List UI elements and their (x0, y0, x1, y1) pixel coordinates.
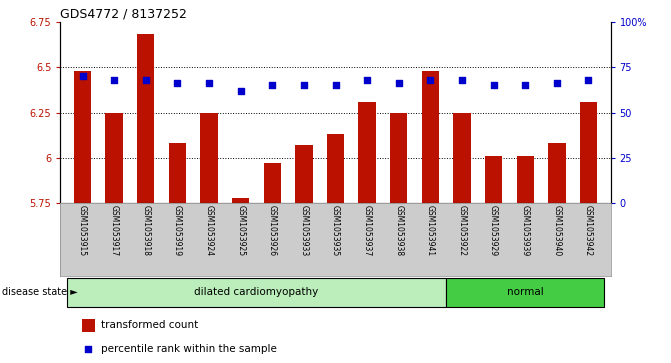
Point (109, 77, 119, 83)
Point (393, 81, 404, 86)
Text: GSM1053940: GSM1053940 (552, 205, 562, 257)
Text: GSM1053922: GSM1053922 (458, 205, 466, 256)
Bar (264, 163, 281, 203)
Text: transformed count: transformed count (101, 321, 198, 330)
Bar (201, 113, 217, 203)
Bar (358, 102, 376, 203)
Text: normal: normal (507, 287, 544, 297)
Bar (168, 143, 186, 203)
Bar (295, 145, 313, 203)
Text: GSM1053939: GSM1053939 (521, 205, 529, 257)
Text: GDS4772 / 8137252: GDS4772 / 8137252 (60, 8, 187, 21)
Text: disease state ►: disease state ► (2, 287, 78, 297)
Point (330, 82, 341, 88)
Point (362, 77, 372, 83)
Text: GSM1053933: GSM1053933 (299, 205, 309, 257)
Bar (548, 143, 566, 203)
Bar (454, 113, 470, 203)
Text: dilated cardiomyopathy: dilated cardiomyopathy (195, 287, 319, 297)
Bar (232, 198, 250, 203)
Point (83, 346, 94, 352)
Text: GSM1053941: GSM1053941 (426, 205, 435, 257)
Text: GSM1053917: GSM1053917 (109, 205, 119, 257)
Bar (446, 277, 605, 307)
Point (299, 82, 309, 88)
Point (583, 77, 594, 83)
Point (520, 82, 531, 88)
Text: GSM1053929: GSM1053929 (489, 205, 498, 257)
Point (172, 81, 183, 86)
Text: percentile rank within the sample: percentile rank within the sample (101, 344, 276, 354)
Text: GSM1053915: GSM1053915 (78, 205, 87, 257)
Text: GSM1053942: GSM1053942 (584, 205, 593, 257)
Point (425, 77, 435, 83)
Point (457, 77, 468, 83)
Point (267, 82, 278, 88)
Bar (390, 113, 407, 203)
Text: GSM1053937: GSM1053937 (362, 205, 372, 257)
Point (140, 77, 151, 83)
Text: GSM1053918: GSM1053918 (142, 205, 150, 256)
Point (488, 82, 499, 88)
Bar (74, 71, 91, 203)
Bar (517, 156, 534, 203)
Bar (137, 34, 154, 203)
Point (203, 81, 214, 86)
Bar (580, 102, 597, 203)
Text: GSM1053924: GSM1053924 (205, 205, 213, 257)
Bar (485, 156, 503, 203)
Text: GSM1053935: GSM1053935 (331, 205, 340, 257)
Bar (327, 134, 344, 203)
Bar (105, 113, 123, 203)
Text: GSM1053925: GSM1053925 (236, 205, 245, 257)
Text: GSM1053926: GSM1053926 (268, 205, 276, 257)
Bar (83, 319, 95, 332)
Point (77, 73, 88, 79)
Bar (66, 277, 446, 307)
Point (552, 81, 562, 86)
Text: GSM1053919: GSM1053919 (173, 205, 182, 257)
Bar (421, 71, 439, 203)
Point (236, 88, 246, 94)
Text: GSM1053938: GSM1053938 (395, 205, 403, 257)
